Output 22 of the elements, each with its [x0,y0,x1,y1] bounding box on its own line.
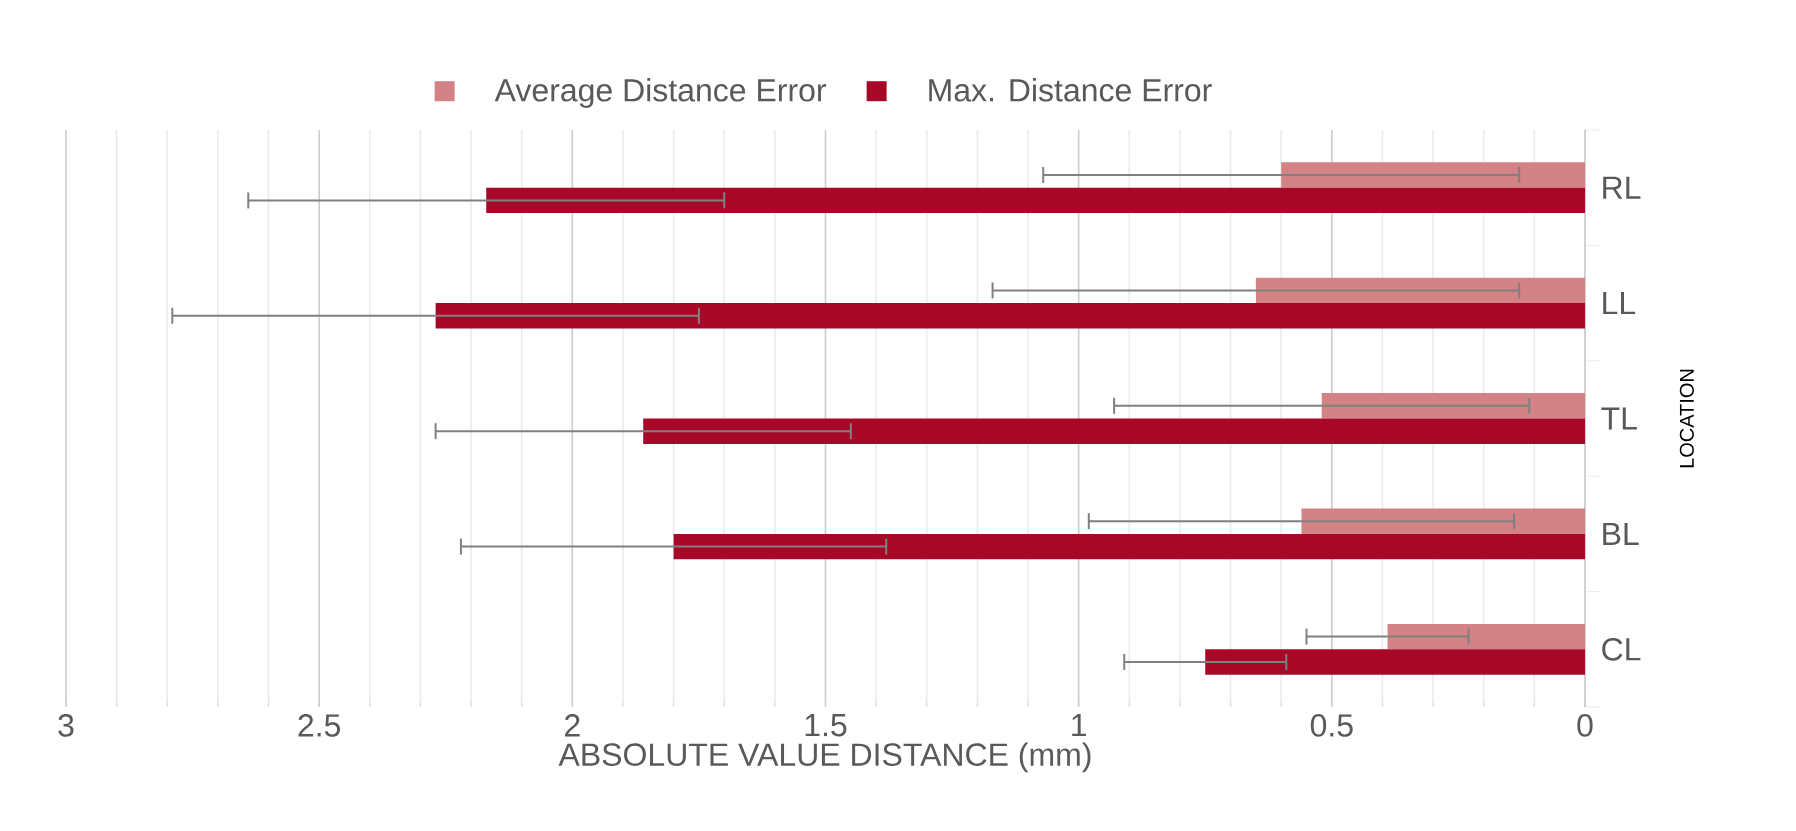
y-tick-label: TL [1601,407,1637,430]
bar [435,303,1585,329]
bar [643,418,1585,444]
x-tick-label: 0.5 [1310,714,1353,737]
x-tick-label: 2.5 [298,714,341,737]
bar [486,187,1585,214]
y-tick-label: CL [1602,637,1641,661]
legend-label: Average Distance Error [494,78,827,108]
bar [1205,649,1585,675]
x-tick-label: 1.5 [805,714,847,737]
y-axis-title: LOCATION [1679,369,1694,468]
x-axis-title: ABSOLUTE VALUE DISTANCE (mm) [558,742,1091,773]
bar [673,533,1585,560]
x-tick-label: 0 [1577,714,1593,737]
legend-label: Max. Distance Error [929,78,1212,102]
y-tick-label: BL [1603,522,1639,545]
x-tick-label: 3 [58,714,74,737]
x-tick-label: 1 [1072,714,1086,737]
y-tick-label: RL [1603,176,1641,199]
y-tick-label: LL [1603,292,1636,315]
x-tick-label: 2 [565,714,580,737]
bar [1387,623,1585,650]
